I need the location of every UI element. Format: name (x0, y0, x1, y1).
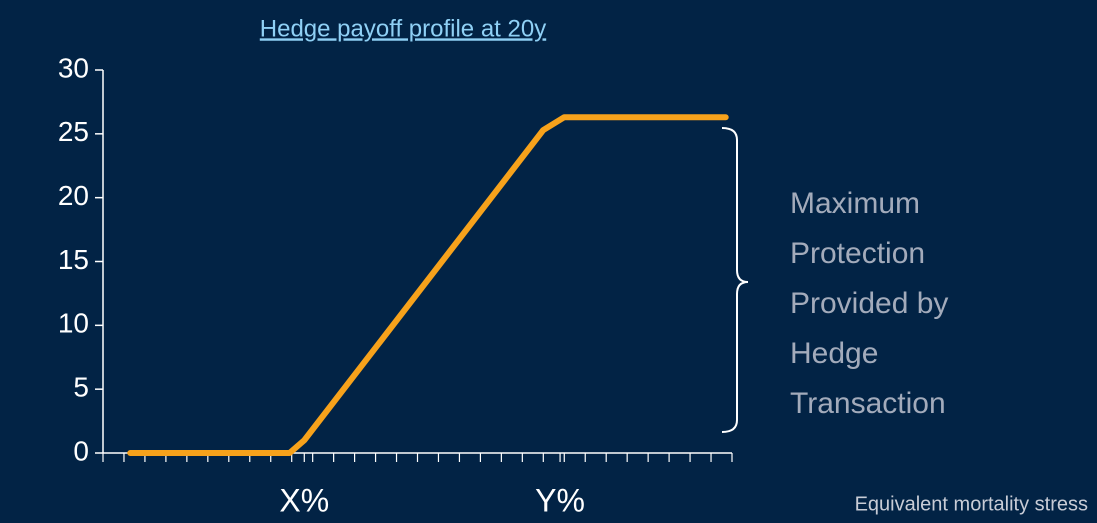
x-tick-label: X% (279, 482, 329, 518)
annotation: Maximum (790, 187, 920, 220)
chart-title: Hedge payoff profile at 20y (260, 15, 546, 42)
annotation: Hedge (790, 337, 878, 370)
y-tick-label: 25 (58, 116, 89, 147)
x-axis-label: Equivalent mortality stress (855, 493, 1088, 515)
y-tick-label: 0 (73, 435, 89, 466)
y-tick-label: 5 (73, 372, 89, 403)
x-tick-label: Y% (535, 482, 585, 518)
y-tick-label: 10 (58, 308, 89, 339)
bracket (721, 127, 749, 433)
y-tick-label: 20 (58, 180, 89, 211)
y-tick-label: 30 (58, 52, 89, 83)
annotation: Provided by (790, 287, 948, 320)
line-series (127, 114, 729, 456)
annotation: Transaction (790, 387, 946, 420)
annotation: Protection (790, 237, 925, 270)
y-tick-label: 15 (58, 244, 89, 275)
